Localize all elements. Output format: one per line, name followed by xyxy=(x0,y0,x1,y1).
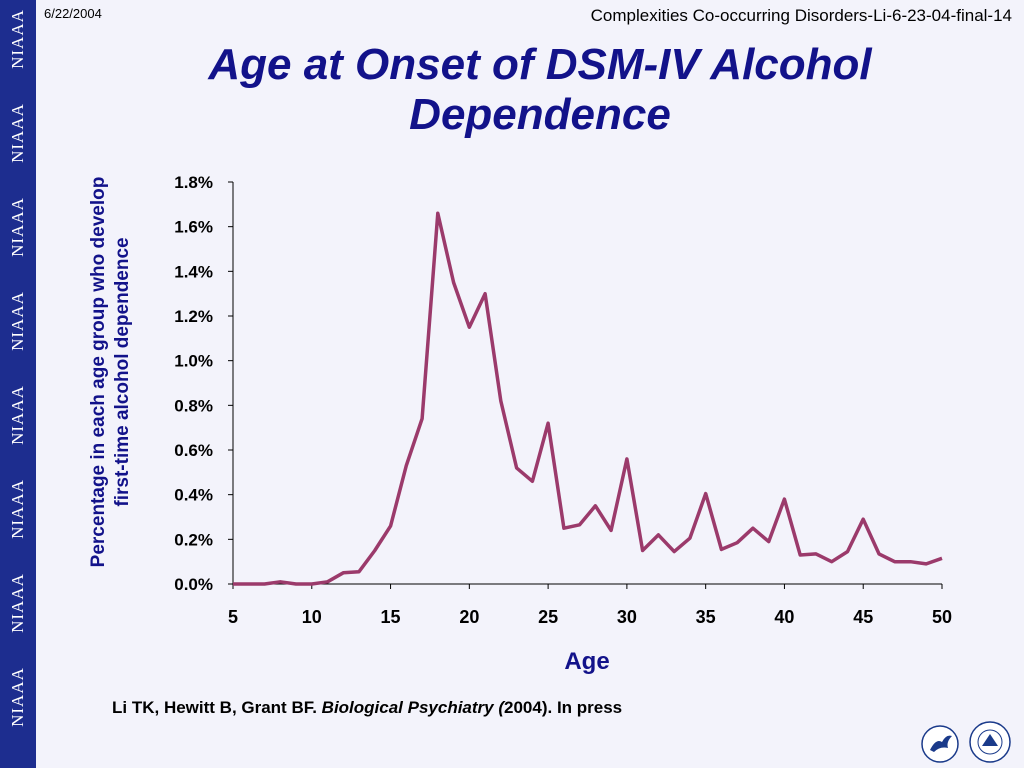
y-tick-label: 0.0% xyxy=(174,575,213,594)
slide-header-filename: Complexities Co-occurring Disorders-Li-6… xyxy=(590,6,1012,25)
chart-axes: 0.0% 0.2% 0.4% 0.6% 0.8% 1.0% 1.2% 1.4% 1.6% 1.8%… xyxy=(174,173,952,627)
y-tick-label: 1.6% xyxy=(174,218,213,237)
x-tick-label: 30 xyxy=(617,607,637,627)
x-tick-label: 15 xyxy=(381,607,401,627)
chart-plot-area xyxy=(233,211,943,586)
hhs-seal-icon xyxy=(921,725,959,763)
x-tick-label: 50 xyxy=(932,607,952,627)
citation-rest: 2004). In press xyxy=(504,698,623,717)
y-axis-label: Percentage in each age group who develop… xyxy=(88,177,133,568)
x-tick-label: 40 xyxy=(774,607,794,627)
y-tick-label: 0.4% xyxy=(174,486,213,505)
slide-title-line1: Age at Onset of DSM-IV Alcohol xyxy=(208,40,872,89)
y-tick-label: 1.2% xyxy=(174,307,213,326)
y-tick-label: 0.6% xyxy=(174,441,213,460)
citation-journal: Biological Psychiatry ( xyxy=(321,698,505,717)
nih-seal-icon xyxy=(969,721,1011,763)
y-axis-label-line1: Percentage in each age group who develop xyxy=(88,177,109,568)
x-axis-label: Age xyxy=(564,648,609,675)
slide-date: 6/22/2004 xyxy=(44,6,102,21)
y-tick-label: 0.8% xyxy=(174,396,213,415)
citation-authors: Li TK, Hewitt B, Grant BF. xyxy=(112,698,322,717)
y-tick-label: 1.0% xyxy=(174,352,213,371)
x-tick-label: 25 xyxy=(538,607,558,627)
y-tick-label: 0.2% xyxy=(174,530,213,549)
x-tick-label: 5 xyxy=(228,607,238,627)
data-series-line xyxy=(233,211,943,586)
logos xyxy=(921,721,1011,763)
y-axis-label-line2: first-time alcohol dependence xyxy=(112,237,133,506)
x-tick-label: 45 xyxy=(853,607,873,627)
y-tick-label: 1.4% xyxy=(174,262,213,281)
slide-title: Age at Onset of DSM-IV Alcohol Dependenc… xyxy=(60,40,1020,140)
citation: Li TK, Hewitt B, Grant BF. Biological Ps… xyxy=(112,698,622,718)
x-tick-label: 35 xyxy=(696,607,716,627)
sidebar: NIAAA NIAAA NIAAA NIAAA NIAAA NIAAA NIAAA NIAAA xyxy=(0,0,36,768)
slide-title-line2: Dependence xyxy=(409,90,671,139)
x-tick-label: 20 xyxy=(459,607,479,627)
y-tick-label: 1.8% xyxy=(174,173,213,192)
x-tick-label: 10 xyxy=(302,607,322,627)
